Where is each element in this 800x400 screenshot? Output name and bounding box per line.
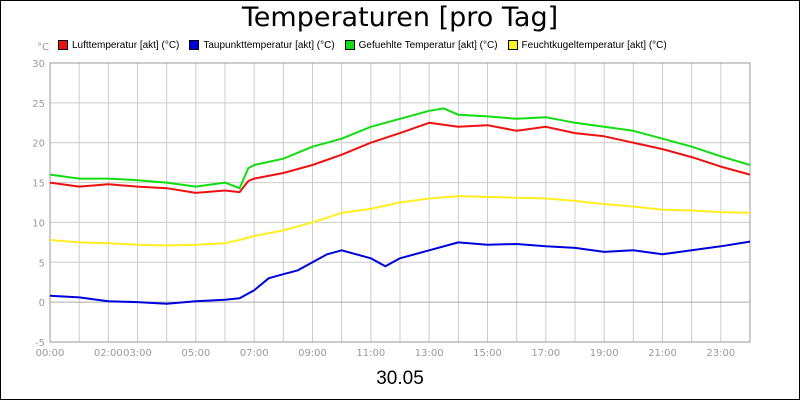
x-tick-label: 09:00 xyxy=(298,348,327,359)
y-tick-label: 30 xyxy=(32,59,45,70)
x-tick-label: 05:00 xyxy=(181,348,210,359)
x-tick-label: 03:00 xyxy=(123,348,152,359)
plot-border xyxy=(49,62,751,343)
x-tick-label: 23:00 xyxy=(706,348,735,359)
x-tick-label: 21:00 xyxy=(648,348,677,359)
y-tick-label: 20 xyxy=(32,139,45,150)
legend-item-taupunkttemperatur: Taupunkttemperatur [akt] (°C) xyxy=(189,38,335,52)
y-tick-label: 0 xyxy=(39,298,45,309)
y-tick-label: 25 xyxy=(32,99,45,110)
y-tick-label: -5 xyxy=(35,338,45,349)
x-tick-label: 00:00 xyxy=(36,348,65,359)
legend-swatch-blue xyxy=(189,40,200,50)
y-axis-unit: °C xyxy=(37,42,49,53)
legend-label: Taupunkttemperatur [akt] (°C) xyxy=(203,39,335,51)
x-tick-label: 02:00 xyxy=(94,348,123,359)
legend-item-lufttemperatur: Lufttemperatur [akt] (°C) xyxy=(58,38,179,52)
y-tick-label: 15 xyxy=(32,179,45,190)
y-tick-label: 10 xyxy=(32,218,45,229)
series-line-1 xyxy=(49,240,751,305)
x-tick-label: 13:00 xyxy=(415,348,444,359)
chart-title: Temperaturen [pro Tag] xyxy=(241,2,559,33)
x-tick-label: 19:00 xyxy=(590,348,619,359)
series-line-2 xyxy=(49,107,751,190)
legend: Lufttemperatur [akt] (°C) Taupunkttemper… xyxy=(58,38,677,52)
x-tick-label: 07:00 xyxy=(240,348,269,359)
legend-swatch-yellow xyxy=(507,40,518,50)
x-tick-label: 17:00 xyxy=(531,348,560,359)
series-line-0 xyxy=(49,121,751,194)
x-tick-label: 11:00 xyxy=(356,348,385,359)
date-label: 30.05 xyxy=(376,368,424,389)
legend-item-gefuehlte-temperatur: Gefuehlte Temperatur [akt] (°C) xyxy=(344,38,498,52)
legend-swatch-green xyxy=(344,40,355,50)
legend-label: Lufttemperatur [akt] (°C) xyxy=(72,39,180,51)
x-tick-label: 15:00 xyxy=(473,348,502,359)
series-line-3 xyxy=(49,195,751,247)
legend-item-feuchtkugeltemperatur: Feuchtkugeltemperatur [akt] (°C) xyxy=(507,38,667,52)
legend-label: Gefuehlte Temperatur [akt] (°C) xyxy=(358,39,498,51)
legend-label: Feuchtkugeltemperatur [akt] (°C) xyxy=(521,39,667,51)
y-tick-label: 5 xyxy=(39,258,45,269)
legend-swatch-red xyxy=(58,40,68,50)
